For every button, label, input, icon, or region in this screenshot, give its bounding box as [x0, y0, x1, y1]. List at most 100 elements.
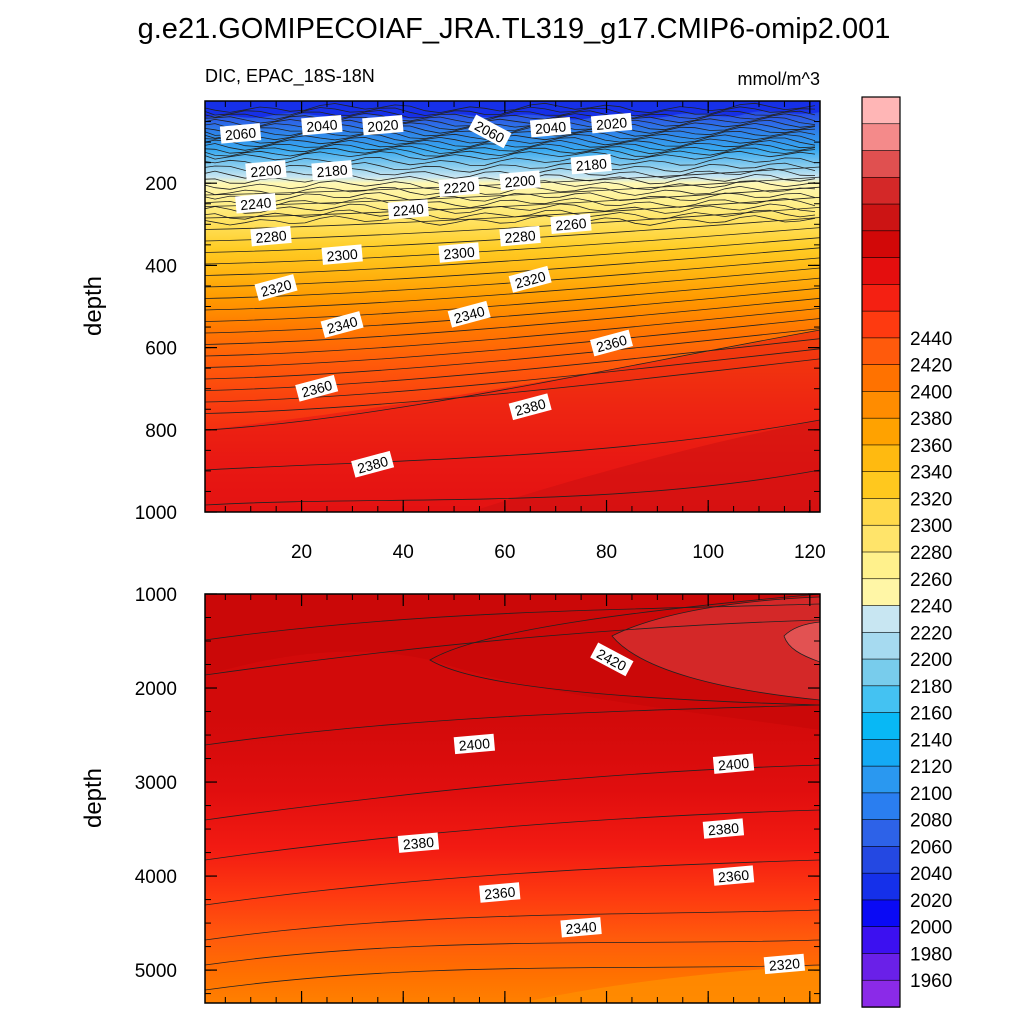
figure-title: g.e21.GOMIPECOIAF_JRA.TL319_g17.CMIP6-om… — [138, 13, 891, 45]
contour-line — [205, 186, 820, 219]
colorbar-swatch — [861, 846, 901, 874]
x-tick-label: 40 — [393, 542, 414, 563]
contour-label: 2340 — [560, 917, 602, 938]
contour-line — [205, 619, 820, 676]
lower-axis-ticks: 1000 2000 3000 4000 5000 — [135, 585, 820, 1003]
contour-line — [205, 112, 816, 124]
y-tick-label: 400 — [145, 256, 177, 277]
x-tick-label: 120 — [794, 542, 826, 563]
x-tick-label: 60 — [494, 542, 515, 563]
colorbar-swatch — [861, 926, 901, 955]
contour-line — [205, 215, 816, 226]
contour-label: 2040 — [301, 114, 343, 136]
contour-label-text: 2340 — [325, 313, 359, 337]
x-tick-label: 100 — [692, 542, 724, 563]
contour-label: 2060 — [219, 123, 262, 144]
contour-line — [205, 150, 816, 161]
contour-label-box — [250, 225, 292, 247]
colorbar-swatch — [861, 284, 901, 312]
contour-line — [205, 185, 816, 196]
contour-label-box — [235, 193, 277, 214]
units-label: mmol/m^3 — [738, 69, 820, 89]
colorbar: 1960 1980 2000 2020 2040 2060 2080 2100 2120 2140… — [861, 96, 952, 1008]
contour-label-text: 2240 — [392, 201, 425, 220]
colorbar-tick-label: 2120 — [910, 757, 952, 778]
colorbar-swatch — [861, 176, 901, 205]
colorbar-tick-label: 2040 — [910, 864, 952, 885]
colorbar-tick-label: 1960 — [910, 971, 952, 992]
contour-line — [205, 106, 816, 117]
contour-label: 2200 — [499, 170, 541, 191]
contour-label-text: 2380 — [513, 395, 547, 419]
colorbar-swatch — [861, 605, 901, 633]
contour-line — [429, 594, 820, 706]
contour-label-box — [479, 882, 521, 903]
upper-y-axis-label: depth — [80, 276, 107, 336]
colorbar-swatch — [861, 792, 901, 821]
colorbar-swatch — [861, 417, 901, 446]
contour-line — [205, 147, 816, 157]
colorbar-tick-label: 2140 — [910, 730, 952, 751]
contour-label: 2380 — [508, 393, 552, 421]
contour-label-box — [397, 832, 440, 853]
colorbar-tick-label: 2340 — [910, 463, 952, 484]
colorbar-tick-label: 2160 — [910, 704, 952, 725]
contour-line — [205, 257, 820, 299]
contour-line — [205, 348, 820, 403]
contour-label: 2320 — [763, 953, 806, 975]
lower-2420-region — [612, 597, 820, 700]
colorbar-swatch — [861, 658, 901, 687]
contour-line — [205, 318, 820, 368]
contour-line — [205, 203, 816, 214]
y-tick-label: 2000 — [135, 679, 177, 700]
contour-label-box — [702, 818, 745, 839]
upper-deep-core — [470, 420, 820, 512]
contour-label-text: 2300 — [443, 244, 476, 263]
contour-label-box — [499, 170, 541, 191]
contour-line — [205, 287, 820, 334]
contour-line — [205, 139, 816, 151]
contour-line — [205, 209, 816, 220]
colorbar-tick-label: 2360 — [910, 436, 952, 457]
contour-line — [205, 277, 820, 322]
y-tick-label: 800 — [145, 421, 177, 442]
contour-line — [205, 329, 820, 431]
contour-label-box — [589, 329, 634, 357]
contour-label-box — [254, 274, 298, 301]
contour-label-box — [295, 374, 339, 402]
contour-label-box — [570, 153, 612, 175]
colorbar-swatch — [861, 872, 901, 901]
contour-line — [205, 166, 820, 196]
contour-label: 2180 — [311, 160, 353, 181]
contour-label: 2180 — [570, 153, 612, 175]
lower-2440-region — [784, 622, 820, 662]
contour-line — [205, 237, 820, 276]
contour-label-box — [438, 176, 480, 198]
contour-line — [205, 227, 820, 265]
colorbar-tick-label: 1980 — [910, 944, 952, 965]
contour-label-box — [351, 450, 395, 478]
contour-label-box — [387, 199, 429, 220]
contour-label-text: 2200 — [504, 172, 537, 191]
colorbar-tick-label: 2180 — [910, 677, 952, 698]
contour-label-text: 2180 — [316, 162, 349, 181]
colorbar-swatch — [861, 364, 901, 393]
lower-contour-lines — [205, 594, 820, 991]
contour-label: 2240 — [387, 199, 429, 220]
contour-label-text: 2380 — [707, 820, 740, 839]
contour-label-box — [320, 311, 364, 338]
contour-line — [205, 109, 816, 120]
contour-line — [205, 358, 820, 414]
contour-label-text: 2240 — [240, 194, 273, 213]
contour-line — [205, 909, 820, 941]
colorbar-tick-label: 2440 — [910, 329, 952, 350]
contour-label-text: 2040 — [534, 118, 567, 137]
contour-label-text: 2360 — [300, 377, 334, 401]
contour-label-text: 2360 — [594, 332, 628, 356]
contour-label: 2020 — [590, 112, 633, 134]
contour-label-box — [550, 213, 592, 235]
